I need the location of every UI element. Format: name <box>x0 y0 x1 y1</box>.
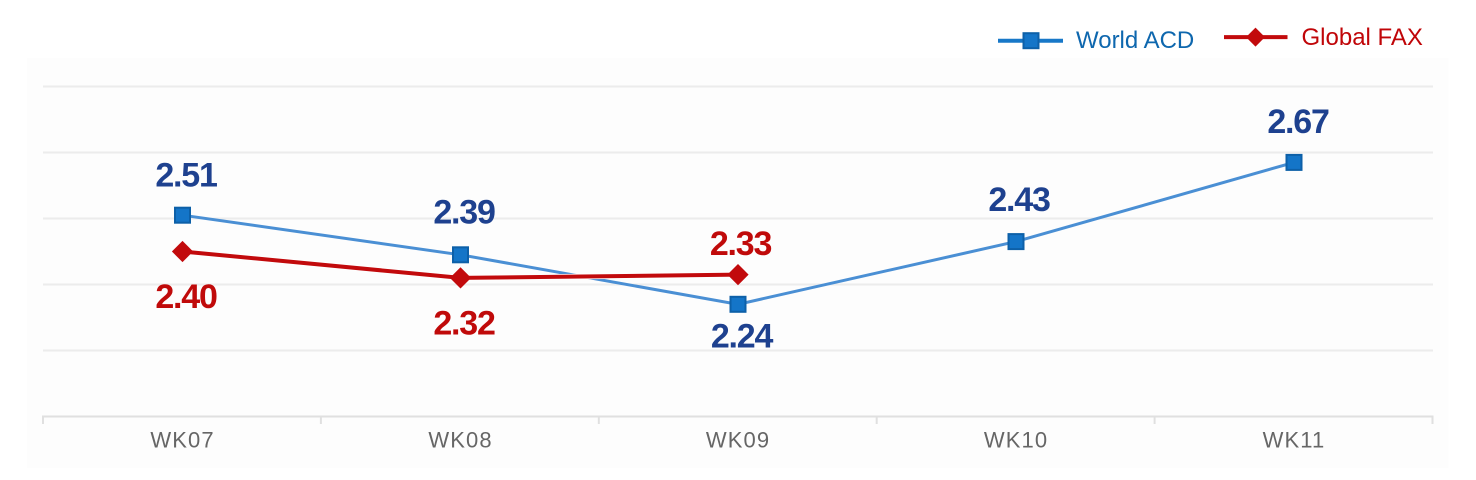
svg-text:WK11: WK11 <box>1263 428 1326 453</box>
svg-text:WK09: WK09 <box>706 428 770 453</box>
svg-text:WK07: WK07 <box>150 428 214 453</box>
svg-text:2.43: 2.43 <box>988 181 1050 219</box>
svg-text:2.40: 2.40 <box>155 278 217 316</box>
svg-text:WK10: WK10 <box>984 428 1048 453</box>
svg-text:WK08: WK08 <box>428 428 492 453</box>
svg-text:2.39: 2.39 <box>433 194 495 232</box>
svg-text:2.32: 2.32 <box>433 304 495 342</box>
svg-text:2.24: 2.24 <box>711 317 774 355</box>
svg-text:World ACD: World ACD <box>1076 27 1194 54</box>
svg-text:2.67: 2.67 <box>1267 103 1329 141</box>
svg-text:Global FAX: Global FAX <box>1302 24 1423 51</box>
svg-text:2.33: 2.33 <box>710 225 772 263</box>
svg-text:2.51: 2.51 <box>155 156 217 194</box>
